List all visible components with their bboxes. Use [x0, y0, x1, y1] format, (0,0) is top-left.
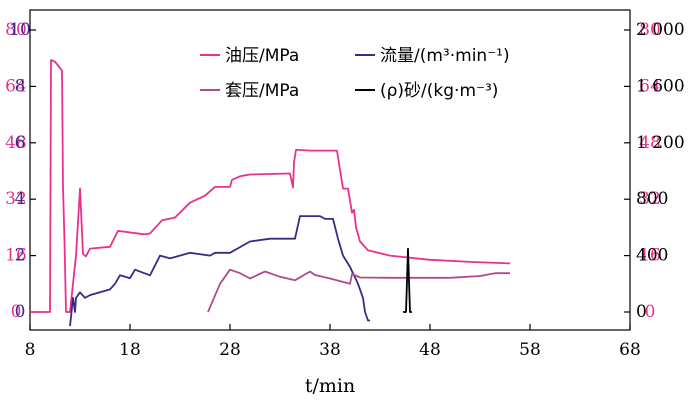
pressure-tick-label: 80 [5, 20, 27, 40]
x-tick-label: 28 [219, 340, 241, 360]
pressure-tick-label-right: 64 [639, 76, 661, 96]
flow-tick-label: 6 [15, 133, 26, 153]
sand-density-line [403, 247, 412, 313]
legend-label-sand-density: (ρ)砂/(kg·m⁻³) [380, 81, 498, 101]
x-tick-label: 58 [519, 340, 541, 360]
density-tick-label: 0 [636, 302, 647, 322]
legend-label-casing-pressure: 套压/MPa [225, 81, 299, 101]
pressure-tick-label-right: 80 [639, 20, 661, 40]
pressure-tick-label-right: 16 [639, 246, 661, 266]
pressure-tick-label: 16 [5, 246, 27, 266]
x-tick-label: 18 [119, 340, 141, 360]
density-tick-label: 400 [636, 246, 668, 266]
pressure-tick-label-right: 0 [645, 302, 656, 322]
flow-tick-label: 4 [15, 189, 26, 209]
x-tick-label: 68 [619, 340, 641, 360]
density-tick-label: 1 200 [636, 133, 685, 153]
x-tick-label: 48 [419, 340, 441, 360]
pressure-tick-label: 32 [5, 189, 27, 209]
flow-tick-label: 10 [9, 20, 31, 40]
pressure-tick-label-right: 48 [639, 133, 661, 153]
x-axis-title: t/min [305, 375, 355, 397]
x-tick-label: 38 [319, 340, 341, 360]
pressure-tick-label: 0 [11, 302, 22, 322]
density-tick-label: 800 [636, 189, 668, 209]
flow-tick-label: 0 [15, 302, 26, 322]
casing-pressure-line [207, 268, 510, 313]
legend-label-flow-rate: 流量/(m³·min⁻¹) [380, 46, 510, 66]
pressure-tick-label-right: 32 [639, 189, 661, 209]
flow-tick-label: 2 [15, 246, 26, 266]
legend-label-oil-pressure: 油压/MPa [225, 46, 299, 66]
legend: 油压/MPa 套压/MPa 流量/(m³·min⁻¹) (ρ)砂/(kg·m⁻³) [200, 46, 510, 101]
flow-axis-ticks: 0 2 4 6 8 10 [9, 20, 36, 322]
oil-pressure-line [30, 59, 511, 313]
x-tick-label: 8 [25, 340, 36, 360]
flow-rate-line [69, 215, 370, 327]
series-layer [30, 59, 511, 327]
density-tick-label: 2 000 [636, 20, 685, 40]
x-axis-ticks: 8 18 28 38 48 58 68 [25, 324, 641, 360]
pressure-tick-label: 64 [5, 76, 27, 96]
flow-tick-label: 8 [15, 76, 26, 96]
density-tick-label: 1 600 [636, 76, 685, 96]
pressure-tick-label: 48 [5, 133, 27, 153]
plot-frame [29, 9, 631, 331]
